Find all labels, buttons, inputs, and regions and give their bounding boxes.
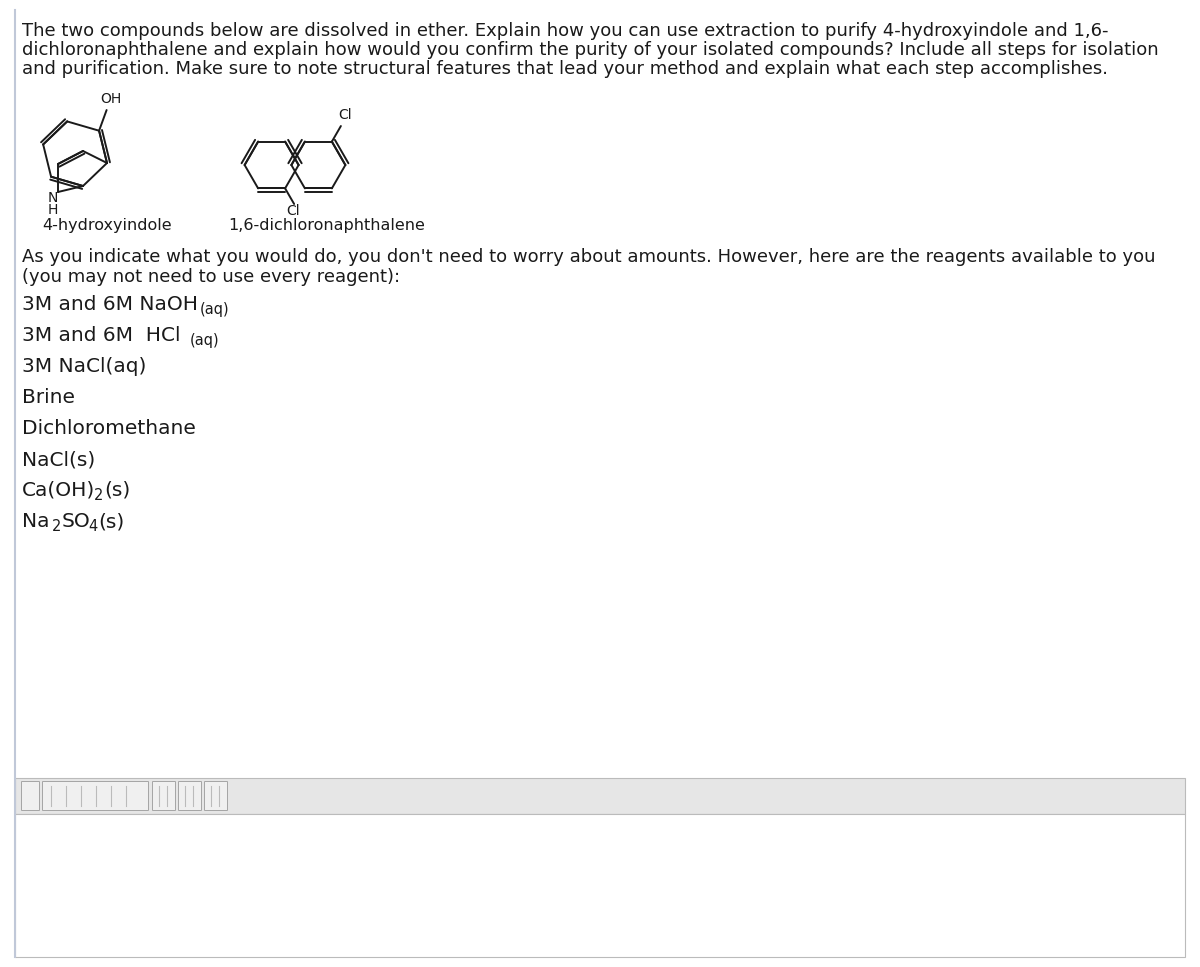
Bar bbox=[14, 814, 1186, 957]
Text: Cl: Cl bbox=[338, 108, 352, 122]
Bar bbox=[14, 778, 1186, 814]
Text: The two compounds below are dissolved in ether. Explain how you can use extracti: The two compounds below are dissolved in… bbox=[22, 22, 1109, 40]
Text: 2: 2 bbox=[94, 488, 103, 503]
Text: dichloronaphthalene and explain how would you confirm the purity of your isolate: dichloronaphthalene and explain how woul… bbox=[22, 41, 1159, 59]
Text: 3M and 6M  HCl: 3M and 6M HCl bbox=[22, 326, 180, 345]
Text: NaCl(s): NaCl(s) bbox=[22, 450, 95, 469]
Text: As you indicate what you would do, you don't need to worry about amounts. Howeve: As you indicate what you would do, you d… bbox=[22, 248, 1156, 266]
FancyBboxPatch shape bbox=[42, 781, 149, 810]
Text: 2: 2 bbox=[52, 519, 61, 534]
Text: 3M and 6M NaOH: 3M and 6M NaOH bbox=[22, 295, 198, 314]
Text: SO: SO bbox=[62, 512, 91, 531]
Text: N: N bbox=[48, 191, 59, 205]
Text: Dichloromethane: Dichloromethane bbox=[22, 419, 196, 438]
Text: and purification. Make sure to note structural features that lead your method an: and purification. Make sure to note stru… bbox=[22, 60, 1108, 78]
Text: 4: 4 bbox=[88, 519, 97, 534]
FancyBboxPatch shape bbox=[152, 781, 175, 810]
Text: Ca(OH): Ca(OH) bbox=[22, 481, 95, 500]
Text: OH: OH bbox=[101, 92, 122, 106]
Text: (s): (s) bbox=[104, 481, 131, 500]
Text: (you may not need to use every reagent):: (you may not need to use every reagent): bbox=[22, 268, 400, 286]
Text: H: H bbox=[48, 203, 59, 217]
FancyBboxPatch shape bbox=[179, 781, 202, 810]
Text: 4-hydroxyindole: 4-hydroxyindole bbox=[42, 218, 172, 233]
Text: 3M NaCl(aq): 3M NaCl(aq) bbox=[22, 357, 146, 376]
Text: Na: Na bbox=[22, 512, 49, 531]
FancyBboxPatch shape bbox=[204, 781, 228, 810]
FancyBboxPatch shape bbox=[22, 781, 40, 810]
Text: (aq): (aq) bbox=[190, 333, 220, 348]
Text: Brine: Brine bbox=[22, 388, 74, 407]
Text: 1,6-dichloronaphthalene: 1,6-dichloronaphthalene bbox=[228, 218, 425, 233]
Text: (aq): (aq) bbox=[200, 302, 229, 317]
Text: (s): (s) bbox=[98, 512, 125, 531]
Text: Cl: Cl bbox=[286, 204, 300, 218]
